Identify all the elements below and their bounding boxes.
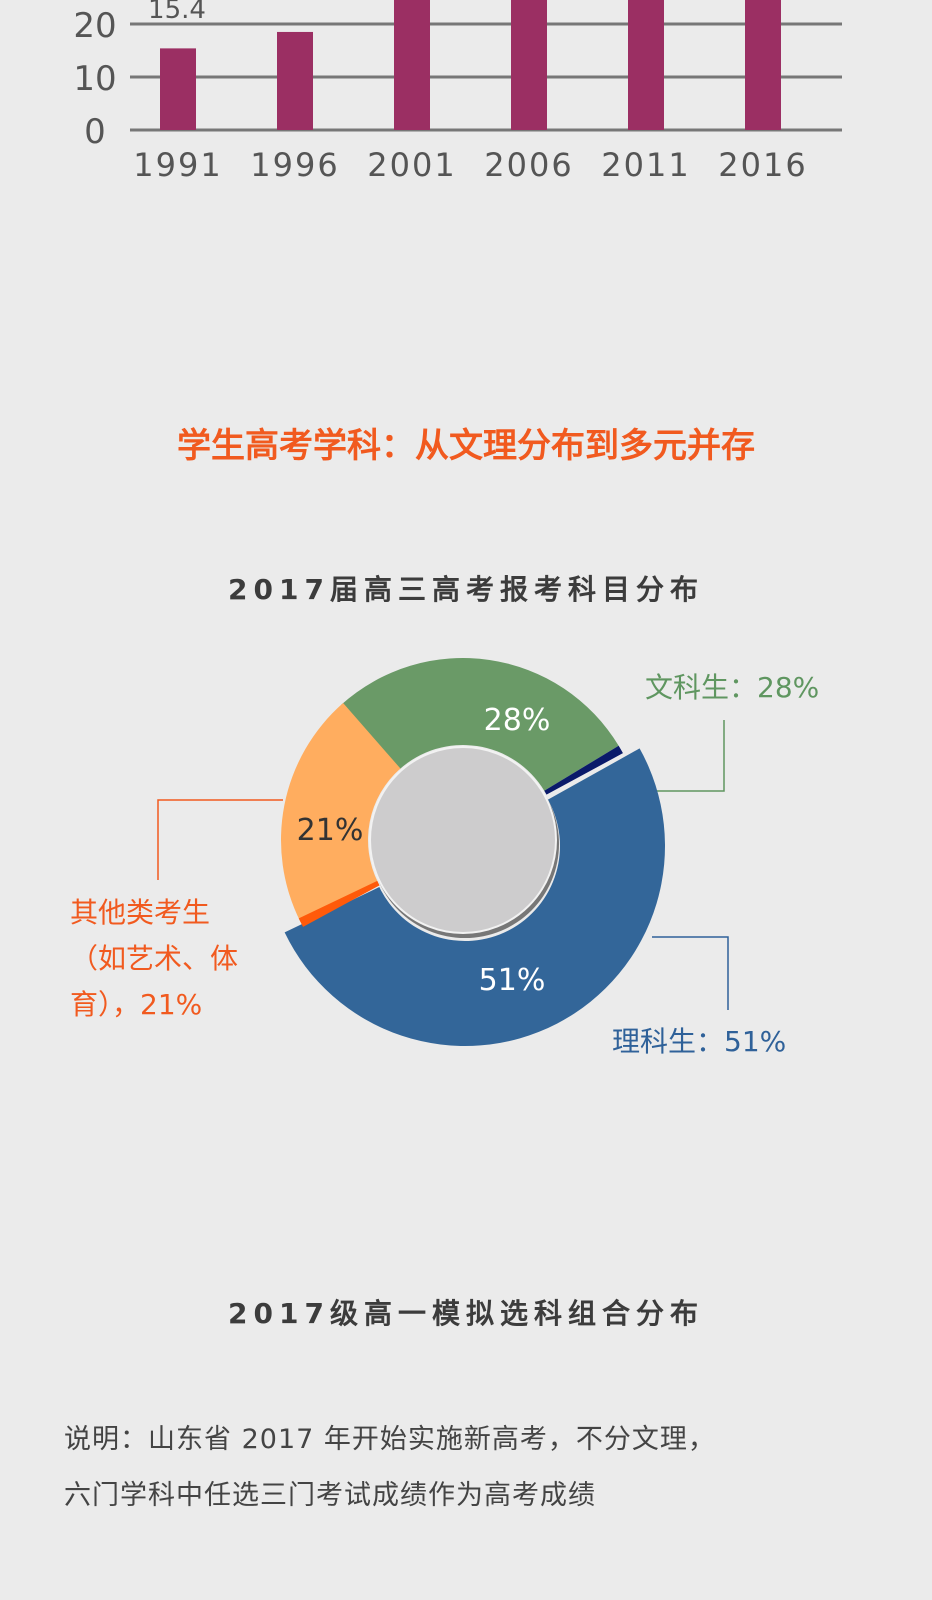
- bar-chart: 0 10 20 1991 1996 2001 2006 2011 2016 15.4: [73, 0, 842, 184]
- bar: [511, 0, 547, 130]
- x-tick-label: 2016: [718, 146, 807, 184]
- x-tick-label: 2001: [367, 146, 456, 184]
- legend-label-arts: 文科生：28%: [645, 671, 820, 704]
- note-text: 说明：山东省 2017 年开始实施新高考，不分文理， 六门学科中任选三门考试成绩…: [64, 1412, 716, 1524]
- y-tick-label: 0: [84, 112, 106, 152]
- donut-chart: 28% 51% 21%: [157, 658, 729, 1047]
- donut-slice-1: [284, 748, 666, 1047]
- section-title: 学生高考学科：从文理分布到多元并存: [177, 426, 755, 466]
- donut-slice-2: [281, 703, 401, 923]
- note-line: 六门学科中任选三门考试成绩作为高考成绩: [64, 1480, 596, 1511]
- bar: [745, 0, 781, 130]
- legend-label-other-line: 其他类考生: [70, 896, 211, 929]
- leader-line-other: [157, 799, 283, 880]
- y-tick-label: 20: [73, 6, 116, 46]
- leader-line-science: [652, 936, 729, 1010]
- leader-line-arts: [640, 720, 725, 792]
- legend-label-science: 理科生：51%: [612, 1025, 787, 1058]
- donut-sliver-navy: [544, 745, 623, 795]
- slice-value-label: 21%: [297, 813, 364, 848]
- pie-chart-title: 2017届高三高考报考科目分布: [228, 573, 704, 606]
- legend-label-other-line: （如艺术、体: [70, 942, 239, 975]
- x-tick-label: 2011: [601, 146, 690, 184]
- x-tick-label: 1996: [250, 146, 339, 184]
- x-tick-label: 1991: [133, 146, 222, 184]
- data-label: 15.4: [148, 0, 206, 25]
- donut-slice-0: [341, 658, 619, 791]
- donut-center: [369, 746, 557, 934]
- bar: [394, 0, 430, 130]
- donut-sliver-orange: [298, 880, 380, 927]
- legend-label-other: 其他类考生 （如艺术、体 育），21%: [70, 890, 238, 1028]
- x-tick-label: 2006: [484, 146, 573, 184]
- legend-label-other-line: 育），21%: [70, 988, 203, 1021]
- slice-value-label: 28%: [484, 703, 551, 738]
- slice-value-label: 51%: [479, 963, 546, 998]
- bar: [277, 31, 313, 131]
- bar: [160, 48, 196, 130]
- chart2-title: 2017级高一模拟选科组合分布: [228, 1297, 704, 1330]
- note-line: 说明：山东省 2017 年开始实施新高考，不分文理，: [64, 1424, 716, 1455]
- bar: [628, 0, 664, 130]
- y-tick-label: 10: [73, 59, 116, 99]
